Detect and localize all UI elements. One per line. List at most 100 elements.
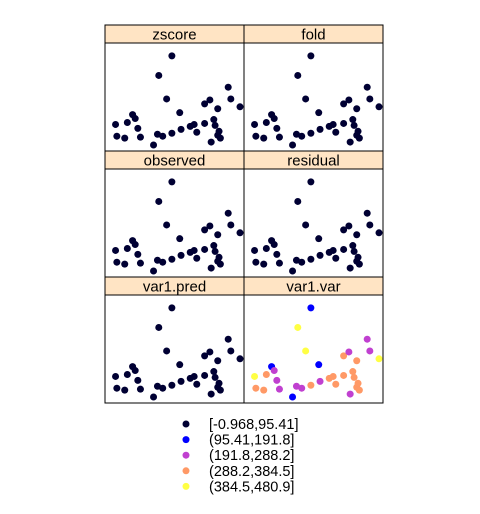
legend-label: (95.41,191.8] [209,433,294,449]
data-point [206,96,214,104]
data-point [346,390,354,398]
data-point [155,323,163,331]
data-point [353,105,361,113]
data-point [354,127,362,135]
data-point [275,259,283,267]
data-point [260,386,268,394]
data-point [136,385,144,393]
data-point [346,264,354,272]
data-point [216,386,224,394]
data-point [298,132,306,140]
data-point [123,244,131,252]
legend-key [182,482,190,490]
data-point [193,254,201,262]
data-point [190,120,198,128]
data-point [168,255,176,263]
data-point [163,347,171,355]
data-point [345,222,353,230]
data-point [302,347,310,355]
data-point [260,134,268,142]
data-point [340,226,348,234]
panel-observed: observed [104,150,245,278]
data-point [131,367,139,375]
legend-label: (288.2,384.5] [209,464,294,480]
data-point [294,197,302,205]
strip-label: var1.pred [143,279,206,296]
data-point [340,352,348,360]
panel-var1-pred: var1.pred [104,276,245,404]
data-point [345,348,353,356]
data-point [375,229,383,237]
data-point [252,384,260,392]
data-point [216,134,224,142]
strip-label: observed [144,153,206,170]
data-point [163,221,171,229]
data-point [206,222,214,230]
data-point [211,373,219,381]
data-point [150,141,158,149]
legend: [-0.968,95.41](95.41,191.8](191.8,288.2]… [182,417,299,495]
data-point [210,368,218,376]
data-point [329,120,337,128]
data-point [252,258,260,266]
data-point [177,125,185,133]
data-point [210,242,218,250]
lattice-frame [104,24,384,404]
data-point [363,209,371,217]
data-point [273,250,281,258]
data-point [190,246,198,254]
data-point [163,95,171,103]
data-point [201,226,209,234]
legend-key [182,467,190,475]
data-point [350,121,358,129]
data-point [214,357,222,365]
data-point [251,120,259,128]
data-point [252,132,260,140]
panel-fold: fold [243,24,384,152]
data-point [332,254,340,262]
panel-var1-var: var1.var [243,276,384,404]
data-point [211,247,219,255]
data-point [168,304,176,312]
data-point [355,134,363,142]
data-point [366,221,374,229]
data-point [340,245,348,253]
strip-label: var1.var [286,279,340,296]
data-point [121,134,129,142]
data-point [375,103,383,111]
data-point [273,124,281,132]
data-point [136,133,144,141]
data-point [366,347,374,355]
data-point [366,95,374,103]
strip-label: residual [287,153,340,170]
data-point [207,390,215,398]
data-point [215,379,223,387]
data-point [354,379,362,387]
data-point [329,246,337,254]
data-point [123,370,131,378]
data-point [176,109,184,117]
data-point [134,124,142,132]
data-point [270,241,278,249]
strip-label: fold [301,27,325,44]
data-point [260,260,268,268]
data-point [216,260,224,268]
data-point [307,304,315,312]
data-point [236,355,244,363]
data-point [289,267,297,275]
data-point [349,242,357,250]
data-point [315,109,323,117]
data-point [134,376,142,384]
data-point [307,381,315,389]
data-point [307,129,315,137]
data-point [307,178,315,186]
legend-key [182,451,190,459]
data-point [131,241,139,249]
data-point [329,372,337,380]
data-point [113,258,121,266]
data-point [302,221,310,229]
data-point [168,129,176,137]
data-point [207,264,215,272]
data-point [289,393,297,401]
data-point [210,116,218,124]
